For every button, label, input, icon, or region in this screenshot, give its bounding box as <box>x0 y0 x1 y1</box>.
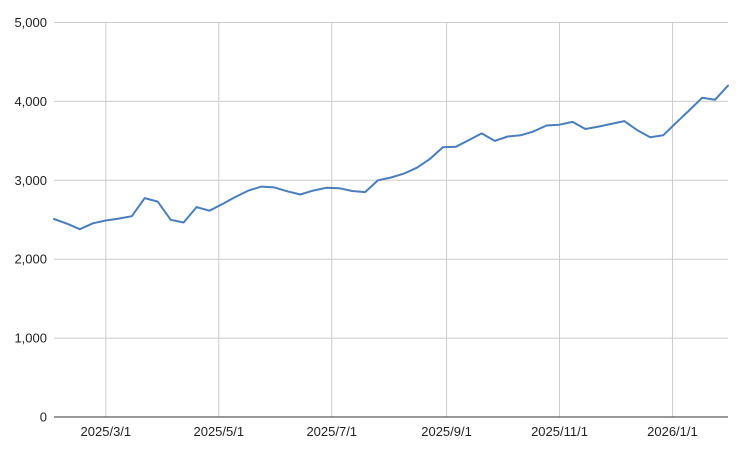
x-tick-label: 2025/9/1 <box>421 424 472 439</box>
y-tick-label: 3,000 <box>14 173 47 188</box>
data-series-line <box>53 84 729 231</box>
y-tick-label: 2,000 <box>14 252 47 267</box>
x-tick-label: 2025/11/1 <box>531 424 588 439</box>
y-tick-label: 1,000 <box>14 331 47 346</box>
y-tick-label: 5,000 <box>14 15 47 30</box>
x-tick-label: 2025/3/1 <box>81 424 132 439</box>
y-tick-label: 0 <box>40 410 47 425</box>
x-tick-label: 2025/7/1 <box>306 424 357 439</box>
x-tick-label: 2025/5/1 <box>193 424 244 439</box>
y-tick-label: 4,000 <box>14 94 47 109</box>
x-tick-label: 2026/1/1 <box>647 424 698 439</box>
